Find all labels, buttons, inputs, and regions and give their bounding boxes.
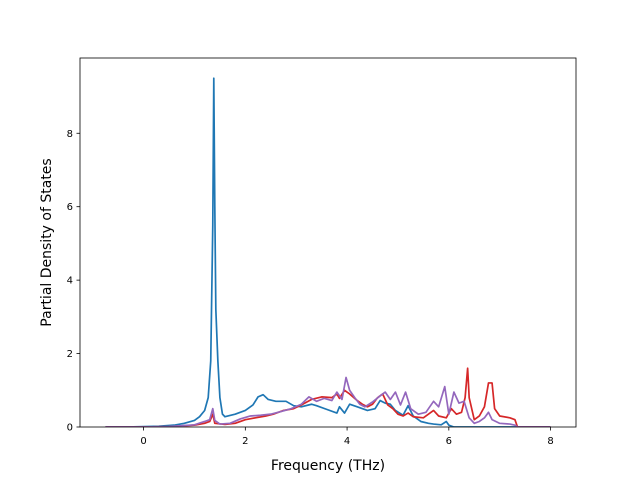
series-line-1 (105, 77, 551, 427)
plot-area (105, 77, 551, 427)
x-tick-label: 4 (344, 436, 350, 447)
y-tick-label: 6 (67, 202, 73, 213)
x-tick-label: 6 (446, 436, 452, 447)
axes-frame (79, 57, 577, 428)
x-tick-label: 8 (547, 436, 553, 447)
x-axis-label: Frequency (THz) (271, 458, 385, 474)
series-line-3 (105, 376, 551, 427)
y-axis: 0 2 4 6 8 (67, 129, 80, 434)
x-tick-label: 2 (242, 436, 248, 447)
y-tick-label: 0 (67, 423, 73, 434)
y-tick-label: 8 (67, 129, 73, 140)
x-axis: 0 2 4 6 8 (140, 427, 554, 447)
x-tick-label: 0 (140, 436, 146, 447)
y-axis-label: Partial Density of States (39, 158, 55, 326)
y-tick-label: 4 (67, 276, 73, 287)
y-tick-label: 2 (67, 349, 73, 360)
